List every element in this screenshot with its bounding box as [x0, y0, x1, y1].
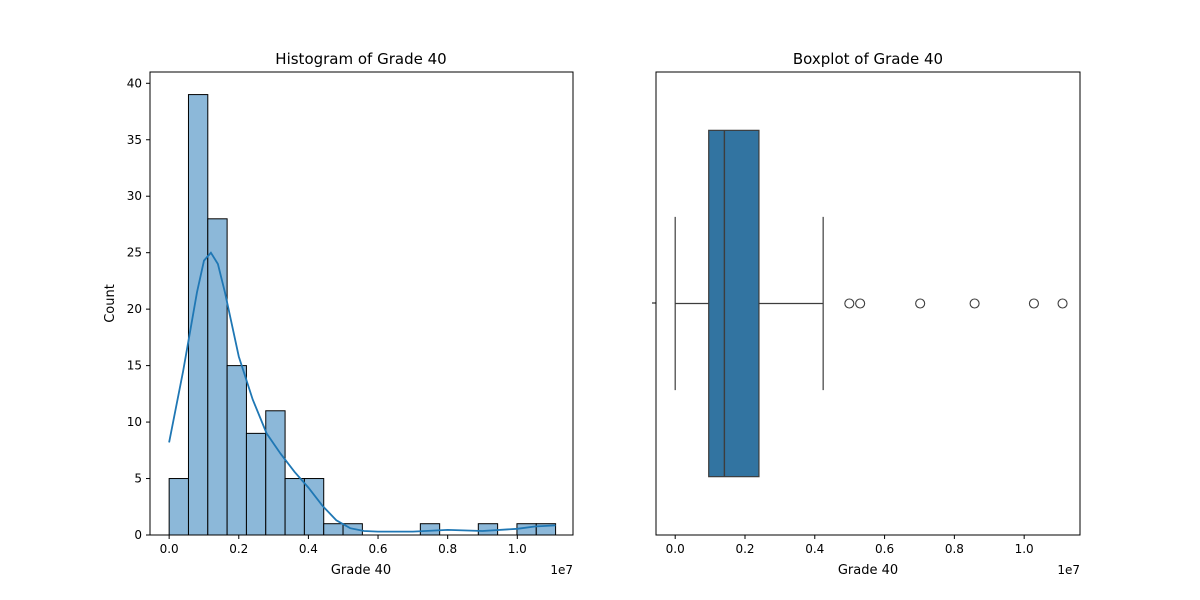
histogram-bar	[265, 410, 286, 536]
boxplot-x-tick-label: 0.4	[805, 542, 824, 556]
histogram-x-label: Grade 40	[331, 563, 391, 578]
histogram-x-offset-label: 1e7	[550, 563, 573, 577]
histogram-y-tick-label: 30	[127, 189, 142, 203]
histogram-y-tick-label: 5	[134, 472, 142, 486]
boxplot-x-tick-label: 0.8	[945, 542, 964, 556]
histogram-y-label: Count	[103, 284, 118, 323]
outlier-point	[915, 298, 926, 309]
boxplot-x-label: Grade 40	[838, 563, 898, 578]
outlier-point	[1057, 298, 1068, 309]
outlier-point	[855, 298, 866, 309]
boxplot-x-tick-label: 1.0	[1015, 542, 1034, 556]
histogram-bar	[323, 523, 344, 536]
histogram-x-ticks: 0.0 0.2 0.4 0.6 0.8 1.0	[160, 535, 527, 556]
histogram-y-tick-label: 10	[127, 415, 142, 429]
histogram-y-ticks: 0 5 10 15 20 25 30 35 40	[127, 76, 150, 542]
boxplot-title: Boxplot of Grade 40	[793, 50, 943, 68]
histogram-bar	[419, 523, 441, 536]
histogram-title: Histogram of Grade 40	[275, 50, 446, 68]
histogram-bar	[207, 218, 228, 536]
histogram-x-tick-label: 0.0	[160, 542, 179, 556]
histogram-y-tick-label: 20	[127, 302, 142, 316]
histogram-bar	[245, 432, 267, 536]
histogram-x-tick-label: 0.6	[368, 542, 387, 556]
histogram-x-tick-label: 0.4	[299, 542, 318, 556]
histogram-y-tick-label: 25	[127, 246, 142, 260]
boxplot-body	[674, 129, 1068, 478]
histogram-bars	[168, 94, 557, 536]
histogram-panel: Histogram of Grade 40 0.0 0.2 0.4 0.6 0.8 1.0…	[103, 50, 574, 578]
histogram-x-tick-label: 1.0	[508, 542, 527, 556]
outlier-point	[844, 298, 855, 309]
boxplot-panel: Boxplot of Grade 40 0.0 0.2 0.4 0.6 0.8 1.0 G…	[652, 50, 1081, 578]
outlier-point	[969, 298, 980, 309]
kde-line	[168, 251, 556, 533]
boxplot-x-ticks: 0.0 0.2 0.4 0.6 0.8 1.0	[666, 535, 1034, 556]
histogram-bar	[284, 478, 305, 536]
histogram-bar	[226, 365, 247, 536]
histogram-x-tick-label: 0.2	[229, 542, 248, 556]
boxplot-x-tick-label: 0.6	[875, 542, 894, 556]
histogram-y-tick-label: 15	[127, 359, 142, 373]
boxplot-x-tick-label: 0.2	[735, 542, 754, 556]
iqr-box	[708, 129, 760, 478]
histogram-bar	[187, 94, 209, 536]
histogram-bar	[168, 478, 189, 536]
boxplot-x-offset-label: 1e7	[1057, 563, 1080, 577]
boxplot-x-tick-label: 0.0	[666, 542, 685, 556]
histogram-y-tick-label: 0	[134, 528, 142, 542]
histogram-axes-frame	[149, 71, 574, 536]
histogram-y-tick-label: 35	[127, 133, 142, 147]
histogram-y-tick-label: 40	[127, 76, 142, 90]
outlier-point	[1028, 298, 1039, 309]
boxplot-axes-frame	[655, 71, 1081, 536]
histogram-x-tick-label: 0.8	[438, 542, 457, 556]
